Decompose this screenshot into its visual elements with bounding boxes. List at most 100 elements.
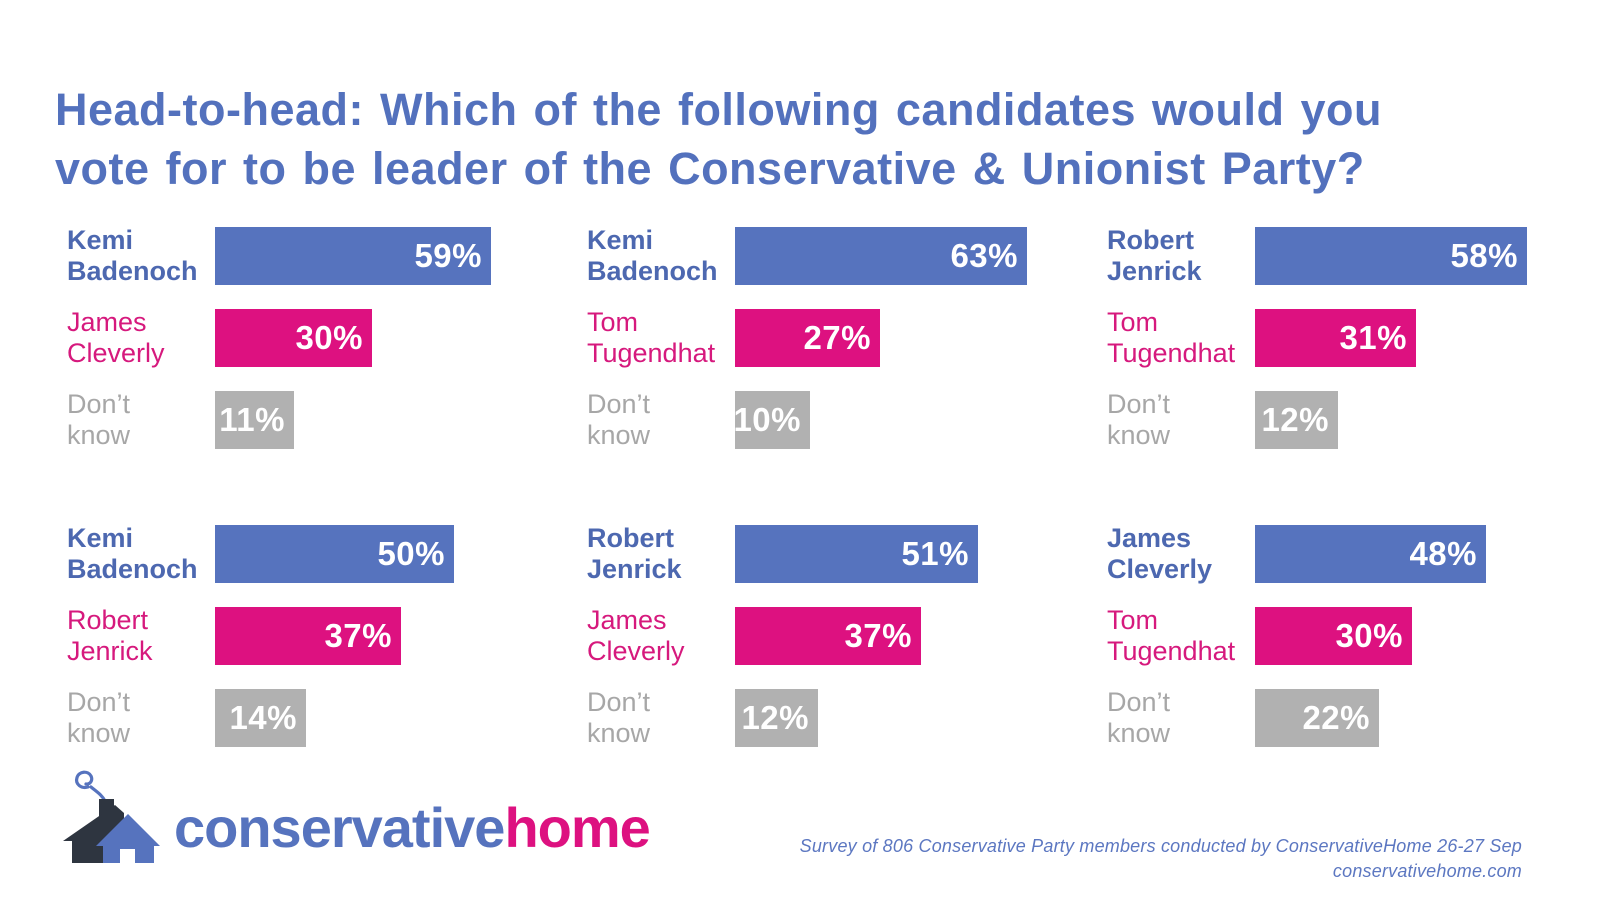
bar-row: Tom Tugendhat 31% — [1105, 307, 1585, 368]
bar-row: Robert Jenrick 37% — [65, 605, 545, 666]
result-bar: 37% — [735, 607, 921, 665]
result-bar: 50% — [215, 525, 454, 583]
bar-row: Kemi Badenoch 50% — [65, 523, 545, 584]
bar-track: 30% — [215, 309, 515, 367]
head-to-head-chart-top-right: Robert Jenrick 58% Tom Tugendhat 31% Don’t know… — [1105, 225, 1585, 450]
candidate-label: Robert Jenrick — [587, 523, 682, 584]
result-bar: 59% — [215, 227, 491, 285]
bar-track: 37% — [215, 607, 515, 665]
logo-text-home: home — [504, 796, 650, 859]
result-value: 59% — [414, 237, 482, 274]
bar-track: 48% — [1255, 525, 1555, 583]
bar-track: 12% — [1255, 391, 1555, 449]
bar-track: 63% — [735, 227, 1035, 285]
bar-row: Don’t know 10% — [585, 389, 1065, 450]
logo-text-conservative: conservative — [174, 796, 505, 859]
result-bar: 10% — [733, 391, 810, 449]
candidate-label: James Cleverly — [1107, 523, 1213, 584]
head-to-head-chart-top-middle: Kemi Badenoch 63% Tom Tugendhat 27% Don’t know 1… — [585, 225, 1065, 450]
result-value: 37% — [844, 617, 912, 654]
bar-track: 31% — [1255, 309, 1555, 367]
house-icon — [63, 770, 160, 863]
candidate-label: Don’t know — [1107, 687, 1171, 748]
candidate-label: Don’t know — [67, 687, 131, 748]
candidate-label: Kemi Badenoch — [67, 523, 198, 584]
bar-row: James Cleverly 30% — [65, 307, 545, 368]
result-bar: 37% — [215, 607, 401, 665]
result-bar: 12% — [735, 689, 818, 747]
candidate-label: Don’t know — [587, 389, 651, 450]
result-bar: 31% — [1255, 309, 1416, 367]
head-to-head-chart-bottom-right: James Cleverly 48% Tom Tugendhat 30% Don’t know… — [1105, 523, 1585, 748]
result-bar: 22% — [1255, 689, 1379, 747]
candidate-label: James Cleverly — [67, 307, 165, 368]
candidate-label: Tom Tugendhat — [1107, 605, 1236, 666]
candidate-label: Robert Jenrick — [1107, 225, 1202, 286]
bar-track: 50% — [215, 525, 515, 583]
bar-row: Don’t know 11% — [65, 389, 545, 450]
bar-row: Don’t know 22% — [1105, 687, 1585, 748]
result-value: 37% — [324, 617, 392, 654]
candidate-label: Don’t know — [1107, 389, 1171, 450]
result-bar: 30% — [215, 309, 372, 367]
candidate-label: Tom Tugendhat — [1107, 307, 1236, 368]
result-value: 27% — [803, 319, 871, 356]
bar-row: Don’t know 14% — [65, 687, 545, 748]
conservativehome-logo: conservativehome — [60, 768, 651, 872]
bar-row: Tom Tugendhat 27% — [585, 307, 1065, 368]
bar-row: Tom Tugendhat 30% — [1105, 605, 1585, 666]
page-title-line1: Head-to-head: Which of the following can… — [55, 84, 1382, 136]
result-value: 12% — [741, 699, 809, 736]
bar-track: 59% — [215, 227, 515, 285]
bar-track: 58% — [1255, 227, 1555, 285]
bar-row: Robert Jenrick 58% — [1105, 225, 1585, 286]
logo-wordmark: conservativehome — [174, 800, 651, 856]
candidate-label: Kemi Badenoch — [587, 225, 718, 286]
result-bar: 27% — [735, 309, 880, 367]
bar-row: Don’t know 12% — [585, 687, 1065, 748]
source-line2: conservativehome.com — [1332, 861, 1522, 881]
bar-track: 11% — [215, 391, 515, 449]
result-value: 31% — [1339, 319, 1407, 356]
bar-track: 37% — [735, 607, 1035, 665]
bar-track: 27% — [735, 309, 1035, 367]
result-value: 50% — [377, 535, 445, 572]
bar-row: James Cleverly 48% — [1105, 523, 1585, 584]
head-to-head-chart-top-left: Kemi Badenoch 59% James Cleverly 30% Don’t know… — [65, 225, 545, 450]
result-value: 63% — [950, 237, 1018, 274]
candidate-label: James Cleverly — [587, 605, 685, 666]
page-title: Head-to-head: Which of the following can… — [55, 80, 1545, 198]
bar-row: Kemi Badenoch 63% — [585, 225, 1065, 286]
result-value: 22% — [1302, 699, 1370, 736]
candidate-label: Kemi Badenoch — [67, 225, 198, 286]
bar-row: Don’t know 12% — [1105, 389, 1585, 450]
result-value: 12% — [1261, 401, 1329, 438]
bar-track: 10% — [733, 391, 1035, 449]
bar-row: James Cleverly 37% — [585, 605, 1065, 666]
bar-track: 30% — [1255, 607, 1555, 665]
result-value: 48% — [1409, 535, 1477, 572]
result-value: 10% — [733, 401, 801, 438]
page-title-line2: vote for to be leader of the Conservativ… — [55, 143, 1365, 195]
result-value: 58% — [1450, 237, 1518, 274]
result-value: 11% — [219, 401, 285, 438]
source-line1: Survey of 806 Conservative Party members… — [799, 836, 1522, 856]
bar-track: 22% — [1255, 689, 1555, 747]
result-bar: 48% — [1255, 525, 1486, 583]
result-bar: 58% — [1255, 227, 1527, 285]
bar-track: 14% — [215, 689, 515, 747]
candidate-label: Don’t know — [67, 389, 131, 450]
bar-track: 51% — [735, 525, 1035, 583]
result-bar: 12% — [1255, 391, 1338, 449]
result-value: 30% — [295, 319, 363, 356]
head-to-head-chart-bottom-middle: Robert Jenrick 51% James Cleverly 37% Don’t kno… — [585, 523, 1065, 748]
bar-row: Robert Jenrick 51% — [585, 523, 1065, 584]
result-bar: 11% — [215, 391, 294, 449]
bar-row: Kemi Badenoch 59% — [65, 225, 545, 286]
result-value: 14% — [229, 699, 297, 736]
result-value: 51% — [901, 535, 969, 572]
bar-track: 12% — [735, 689, 1035, 747]
result-bar: 51% — [735, 525, 978, 583]
result-bar: 14% — [215, 689, 306, 747]
result-bar: 30% — [1255, 607, 1412, 665]
